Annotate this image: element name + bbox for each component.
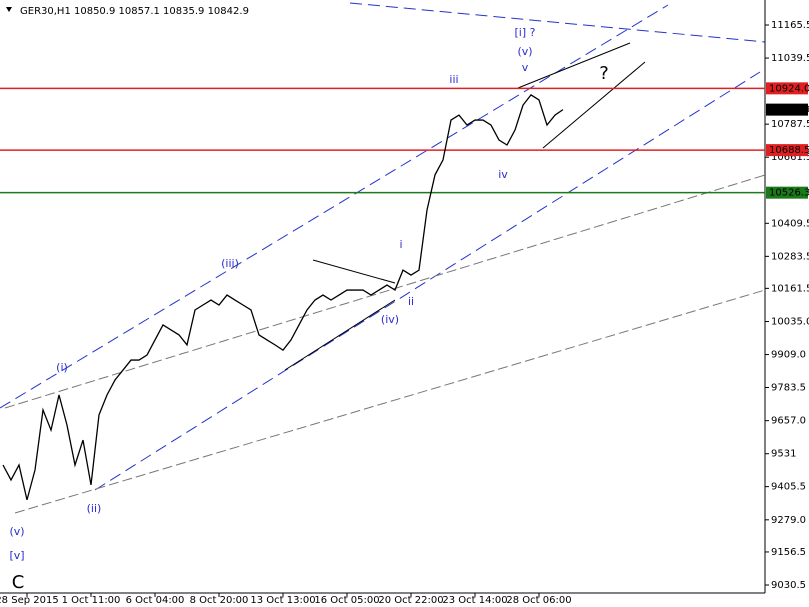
wave-label: (v): [517, 45, 532, 58]
price-label-box: [766, 103, 808, 116]
y-tick-label: 11165.5: [771, 20, 809, 31]
y-tick-label: 10283.5: [771, 251, 809, 262]
wave-label: [v]: [9, 549, 24, 562]
y-tick-label: 9657.0: [771, 416, 806, 427]
x-tick-label: 6 Oct 04:00: [126, 595, 185, 606]
y-tick-label: 10409.5: [771, 218, 809, 229]
wedge-line: [312, 259, 396, 284]
y-tick-label: 9030.5: [771, 580, 806, 591]
wave-label: ii: [408, 295, 414, 308]
trend-lines: [0, 0, 766, 594]
wave-label: (iv): [381, 313, 399, 326]
wave-label: (v): [9, 525, 24, 538]
y-tick-label: 9279.0: [771, 515, 806, 526]
wave-label: C: [12, 572, 25, 593]
x-tick-label: 20 Oct 22:00: [378, 595, 443, 606]
level-label: 10688.5: [769, 145, 809, 156]
wave-label: ?: [599, 63, 609, 84]
wave-label: (i): [56, 361, 68, 374]
x-tick-label: 28 Sep 2015: [0, 595, 59, 606]
wedge-line: [517, 42, 631, 89]
x-tick-label: 23 Oct 14:00: [442, 595, 507, 606]
wave-label: [i] ?: [515, 26, 536, 39]
wave-label: (iii): [221, 257, 239, 270]
grey-trend: [4, 174, 766, 409]
y-tick-label: 9156.5: [771, 547, 806, 558]
x-tick-label: 28 Oct 06:00: [506, 595, 571, 606]
x-tick-label: 16 Oct 05:00: [314, 595, 379, 606]
y-tick-label: 10035.0: [771, 317, 809, 328]
wave-label: (ii): [87, 502, 102, 515]
y-tick-label: 9405.5: [771, 482, 806, 493]
level-label: 10924.0: [769, 83, 809, 94]
channel-lower: [94, 71, 761, 491]
y-tick-label: 11039.5: [771, 53, 809, 64]
y-tick-label: 9531: [771, 449, 796, 460]
channel-top: [349, 2, 766, 43]
price-line: [2, 94, 564, 501]
wave-label: iv: [498, 168, 508, 181]
title-arrow: [6, 7, 12, 12]
level-label-box: [766, 186, 808, 199]
x-tick-label: 13 Oct 13:00: [250, 595, 315, 606]
level-label-box: [766, 82, 808, 95]
y-tick-label: 10661.5: [771, 152, 809, 163]
wave-label: iii: [449, 73, 458, 86]
price-label: 10842.9: [769, 105, 809, 116]
wave-label: i: [399, 238, 402, 251]
chart-title: GER30,H1 10850.9 10857.1 10835.9 10842.9: [20, 6, 249, 17]
y-tick-label: 9909.0: [771, 350, 806, 361]
wave-label: v: [522, 61, 529, 74]
x-tick-label: 8 Oct 20:00: [190, 595, 249, 606]
y-tick-label: 10161.5: [771, 283, 809, 294]
wedge-line: [542, 61, 646, 149]
level-label: 10526.3: [769, 188, 809, 199]
wedge-line: [284, 299, 396, 371]
y-tick-label: 10787.5: [771, 119, 809, 130]
grey-trend: [14, 289, 766, 514]
x-tick-label: 1 Oct 11:00: [62, 595, 121, 606]
level-label-box: [766, 144, 808, 157]
y-tick-label: 9783.5: [771, 382, 806, 393]
